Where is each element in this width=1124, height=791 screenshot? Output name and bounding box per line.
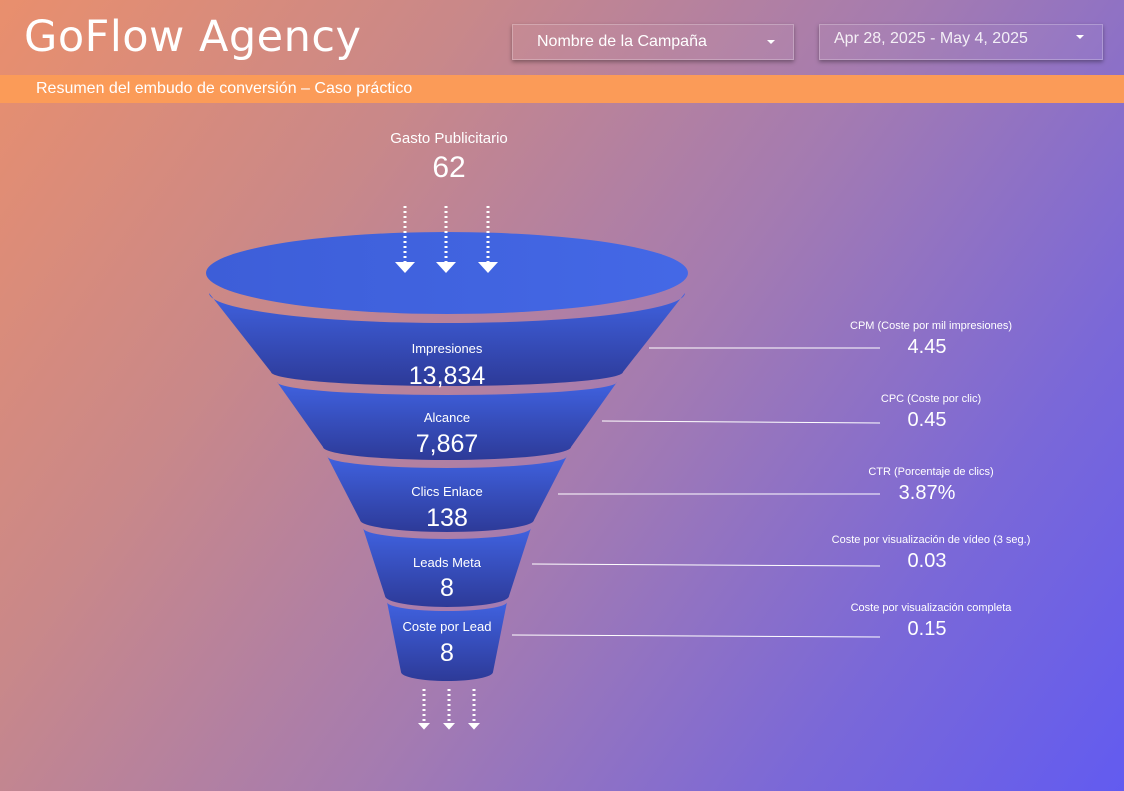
date-range-dropdown[interactable]: Apr 28, 2025 - May 4, 2025 xyxy=(819,24,1103,60)
funnel-stage-label: Alcance xyxy=(424,410,470,425)
campaign-filter-dropdown[interactable]: Nombre de la Campaña xyxy=(512,24,794,60)
metric-value: 0.15 xyxy=(908,618,947,640)
subtitle-banner: Resumen del embudo de conversión – Caso … xyxy=(0,75,1124,103)
arrow-head xyxy=(395,262,415,273)
metric-connector-line xyxy=(601,420,881,424)
metric-value: 3.87% xyxy=(899,482,956,504)
metric-value: 0.03 xyxy=(908,550,947,572)
metric-value: 0.45 xyxy=(908,409,947,431)
campaign-filter-value: Nombre de la Campaña xyxy=(537,33,707,50)
ad-spend-label: Gasto Publicitario xyxy=(390,130,508,147)
funnel-stage-label: Clics Enlace xyxy=(411,484,483,499)
funnel-stage-value: 8 xyxy=(440,639,454,667)
metric-label: CPC (Coste por clic) xyxy=(881,393,981,405)
funnel-segment xyxy=(363,528,531,607)
funnel-segment xyxy=(209,293,685,386)
funnel-stage-value: 13,834 xyxy=(409,362,486,390)
metric-label: CPM (Coste por mil impresiones) xyxy=(850,320,1012,332)
chevron-down-icon xyxy=(1076,35,1084,39)
funnel-segment xyxy=(387,602,507,681)
funnel-rim xyxy=(206,232,688,314)
funnel-stage-label: Leads Meta xyxy=(413,555,482,570)
arrow-head xyxy=(443,723,455,730)
metric-label: Coste por visualización completa xyxy=(851,602,1013,614)
metric-value: 4.45 xyxy=(908,336,947,358)
ad-spend-value: 62 xyxy=(432,151,465,184)
metric-connector-line xyxy=(531,563,881,567)
funnel-segments xyxy=(209,293,685,681)
metric-label: Coste por visualización de vídeo (3 seg.… xyxy=(832,534,1031,546)
funnel-stage-label: Coste por Lead xyxy=(403,619,492,634)
funnel-stage-value: 8 xyxy=(440,574,454,602)
funnel-stage-label: Impresiones xyxy=(412,341,483,356)
outgoing-arrows-icon xyxy=(418,689,480,730)
funnel-segment xyxy=(327,456,567,532)
chevron-down-icon xyxy=(767,40,775,44)
arrow-head xyxy=(478,262,498,273)
metric-label: CTR (Porcentaje de clics) xyxy=(868,466,993,478)
page-subtitle: Resumen del embudo de conversión – Caso … xyxy=(36,80,413,97)
funnel-stage-value: 138 xyxy=(426,504,468,532)
arrow-head xyxy=(418,723,430,730)
funnel-segment xyxy=(277,382,617,460)
funnel-stage-value: 7,867 xyxy=(416,430,479,458)
metric-connector-line xyxy=(511,634,881,638)
app-title: GoFlow Agency xyxy=(24,12,362,62)
arrow-head xyxy=(468,723,480,730)
date-range-value: Apr 28, 2025 - May 4, 2025 xyxy=(834,30,1028,47)
incoming-arrows-icon xyxy=(395,206,498,273)
arrow-head xyxy=(436,262,456,273)
